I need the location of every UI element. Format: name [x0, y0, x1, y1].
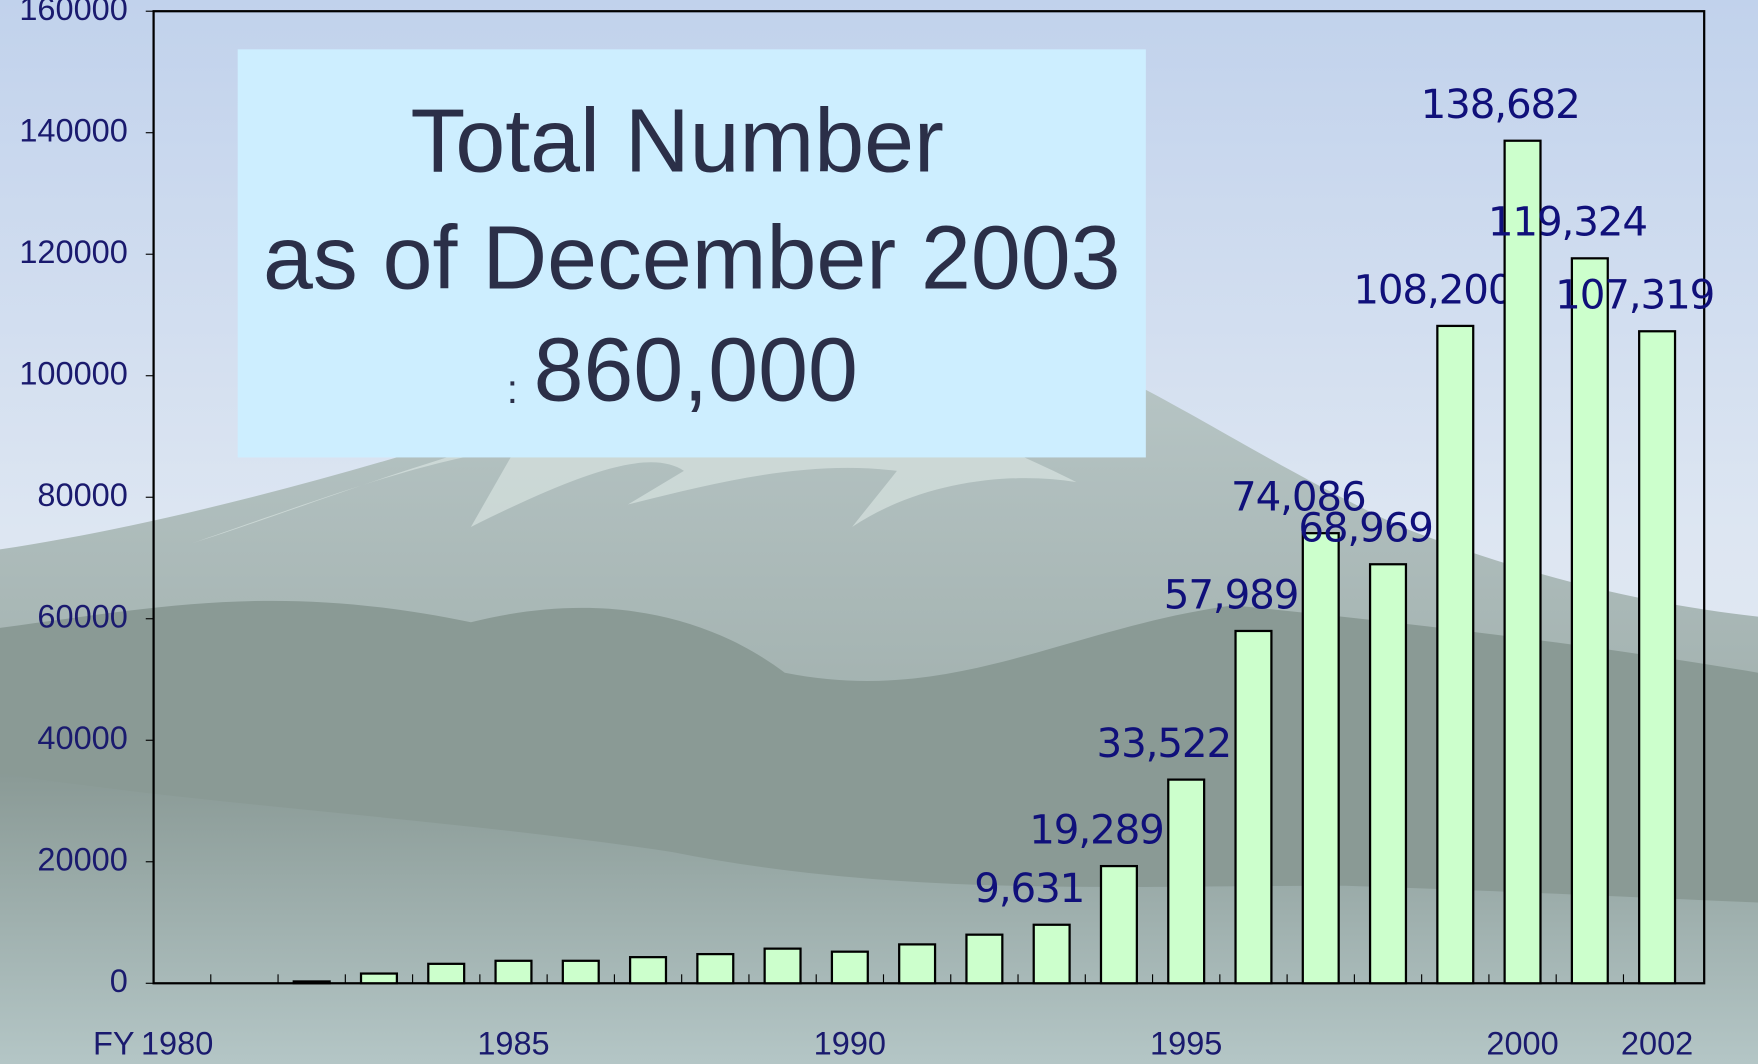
bar — [563, 961, 599, 983]
bar — [765, 949, 801, 984]
data-label: 19,289 — [1029, 806, 1163, 853]
y-tick-label: 120000 — [19, 234, 127, 270]
data-label: 9,631 — [974, 865, 1084, 912]
bar — [1168, 780, 1204, 984]
bar — [1437, 326, 1473, 983]
bar — [966, 935, 1002, 984]
bar — [1101, 866, 1137, 983]
x-tick-label: 2000 — [1486, 1026, 1558, 1062]
chart: Total Number as of December 2003 : 860,0… — [0, 0, 1758, 1064]
y-tick-label: 160000 — [19, 0, 127, 27]
bar — [630, 957, 666, 983]
bar — [1236, 631, 1272, 983]
y-tick-label: 0 — [110, 963, 128, 999]
data-label: 68,969 — [1298, 505, 1432, 552]
page: {"chart_data": {"type": "bar", "annotati… — [0, 0, 1758, 1064]
bar — [899, 944, 935, 983]
bar — [294, 981, 330, 983]
bar — [1034, 925, 1070, 984]
bar — [428, 964, 464, 983]
bar — [496, 961, 532, 983]
x-tick-label: 1980 — [141, 1026, 213, 1062]
annotation: 860,000 — [534, 320, 858, 420]
data-label: 33,522 — [1097, 720, 1231, 767]
bar — [1639, 331, 1675, 983]
data-label: 108,200 — [1353, 266, 1512, 313]
data-label: 57,989 — [1164, 571, 1298, 618]
bar — [832, 952, 868, 984]
annotation: Total Number — [411, 92, 944, 192]
y-tick-label: 100000 — [19, 355, 127, 391]
y-tick-label: 40000 — [37, 720, 127, 756]
bar — [1303, 533, 1339, 983]
data-label: 119,324 — [1488, 199, 1647, 246]
y-tick-label: 20000 — [37, 841, 127, 877]
x-tick-label: 1995 — [1150, 1026, 1222, 1062]
annotation: as of December 2003 — [263, 208, 1121, 308]
x-tick-label: 1990 — [814, 1026, 886, 1062]
bar — [1572, 258, 1608, 983]
y-tick-label: 140000 — [19, 112, 127, 148]
data-label: 107,319 — [1555, 272, 1714, 319]
bar — [1505, 141, 1541, 984]
bar — [697, 954, 733, 983]
y-tick-label: 60000 — [37, 598, 127, 634]
x-tick-label: 1985 — [477, 1026, 549, 1062]
y-tick-label: 80000 — [37, 477, 127, 513]
annotation: : — [507, 366, 518, 412]
data-label: 138,682 — [1421, 81, 1580, 128]
bar — [361, 974, 397, 984]
bar — [1370, 564, 1406, 983]
x-axis-label: FY — [93, 1026, 135, 1062]
x-tick-label: 2002 — [1621, 1026, 1693, 1062]
